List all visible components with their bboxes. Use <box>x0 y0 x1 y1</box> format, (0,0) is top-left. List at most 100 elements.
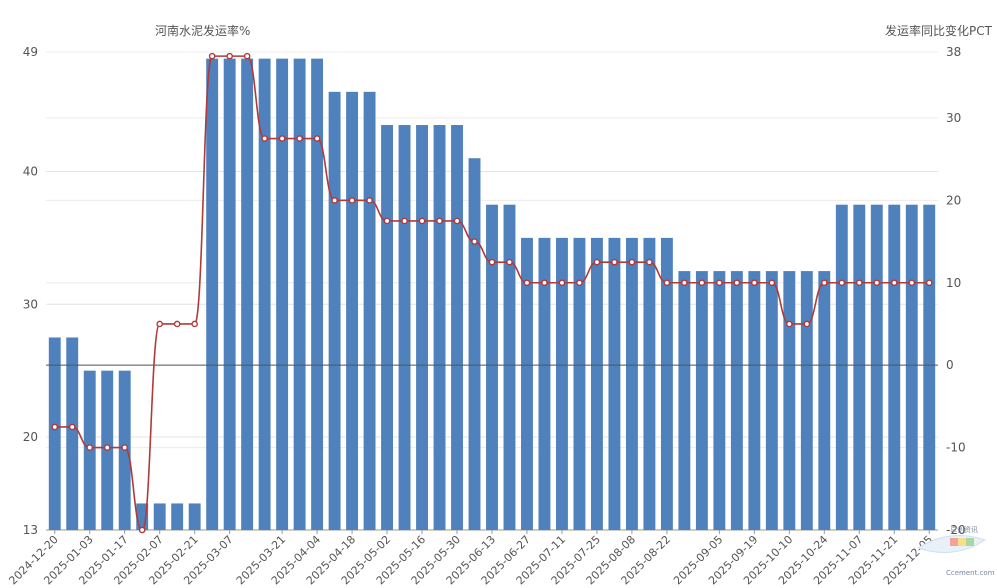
bar <box>66 337 79 530</box>
line-point <box>855 279 863 287</box>
bar <box>171 503 184 530</box>
bar <box>311 58 324 531</box>
bar <box>800 271 813 530</box>
line-point <box>698 279 706 287</box>
line-point <box>541 279 548 287</box>
line-point <box>558 279 566 287</box>
line-point <box>121 444 129 451</box>
right-tick-label: 10 <box>946 276 961 290</box>
line-point <box>506 258 513 266</box>
bar <box>765 271 778 530</box>
line-point <box>86 444 94 451</box>
line-series <box>51 52 933 534</box>
bar <box>136 503 149 530</box>
bar <box>328 91 341 530</box>
bar <box>293 58 306 531</box>
watermark-text: 卓创资讯 <box>950 525 978 534</box>
line-point <box>611 258 618 266</box>
line-point <box>873 279 881 287</box>
line-point <box>751 279 758 287</box>
bar <box>363 91 376 530</box>
line-point <box>103 444 111 451</box>
line-point <box>278 135 286 142</box>
bar <box>503 204 516 530</box>
bar <box>748 271 761 530</box>
bar <box>695 271 708 530</box>
line-point <box>418 217 426 225</box>
bar <box>590 237 603 530</box>
watermark-logo: 卓创资讯 Ccement.com <box>916 525 995 577</box>
bar <box>241 58 254 531</box>
bar <box>608 237 621 530</box>
line-point <box>138 526 146 534</box>
bar-series <box>48 58 936 531</box>
bar <box>451 125 463 531</box>
right-axis-ticks: -20 -10 0 10 20 30 38 <box>946 45 966 537</box>
watermark-square-green <box>966 538 974 546</box>
line-point <box>803 320 811 328</box>
bar <box>643 237 656 530</box>
line-point <box>908 279 916 287</box>
line-point <box>838 279 846 287</box>
left-axis-ticks: 13 20 30 40 49 <box>23 45 38 537</box>
line-point <box>243 52 251 60</box>
line-point <box>383 217 391 225</box>
left-tick-label: 49 <box>23 45 38 59</box>
bar <box>905 204 918 530</box>
line-point <box>786 320 793 328</box>
left-axis-title: 河南水泥发运率% <box>155 23 250 38</box>
line-point <box>663 279 671 287</box>
line-point <box>681 279 688 287</box>
right-tick-label: 30 <box>946 111 961 125</box>
bar <box>625 237 638 530</box>
bar <box>573 237 586 530</box>
bar <box>521 237 533 530</box>
bar <box>556 237 568 530</box>
bar <box>223 58 236 531</box>
bar <box>346 91 359 530</box>
line-point <box>436 217 443 225</box>
right-tick-label: 20 <box>946 193 961 207</box>
watermark-square-yellow <box>958 538 966 546</box>
line-point <box>51 423 59 431</box>
watermark-subtext: Ccement.com <box>946 569 995 577</box>
bar <box>433 125 446 531</box>
line-point <box>733 279 741 287</box>
bar <box>276 58 289 531</box>
line-point <box>348 197 356 204</box>
bar <box>398 125 411 531</box>
bar <box>206 58 219 531</box>
line-point <box>488 258 496 266</box>
left-tick-label: 40 <box>23 165 38 179</box>
bar <box>188 503 201 530</box>
right-tick-label: 38 <box>946 45 961 59</box>
bar <box>258 58 271 531</box>
line-point <box>890 279 898 287</box>
bar <box>923 204 936 530</box>
right-tick-label: 0 <box>946 358 954 372</box>
bar <box>416 125 428 531</box>
bar <box>853 204 866 530</box>
bar <box>153 503 166 530</box>
left-tick-label: 30 <box>23 297 38 311</box>
x-axis-ticks: 2024-12-202025-01-032025-01-172025-02-07… <box>6 530 935 587</box>
line-point <box>523 279 531 287</box>
line-point <box>261 135 268 142</box>
right-axis-title: 发运率同比变化PCT <box>885 23 993 38</box>
line-point <box>576 279 583 287</box>
line-point <box>173 320 181 328</box>
bar <box>660 237 673 530</box>
right-tick-label: -10 <box>946 441 966 455</box>
line-point <box>593 258 601 266</box>
bar <box>730 271 743 530</box>
bar <box>783 271 796 530</box>
line-point <box>226 52 233 60</box>
line-point <box>68 423 76 431</box>
bar <box>818 271 831 530</box>
line-point <box>453 217 461 225</box>
watermark-square-red <box>950 538 958 546</box>
bar <box>713 271 726 530</box>
line-point <box>208 52 216 60</box>
